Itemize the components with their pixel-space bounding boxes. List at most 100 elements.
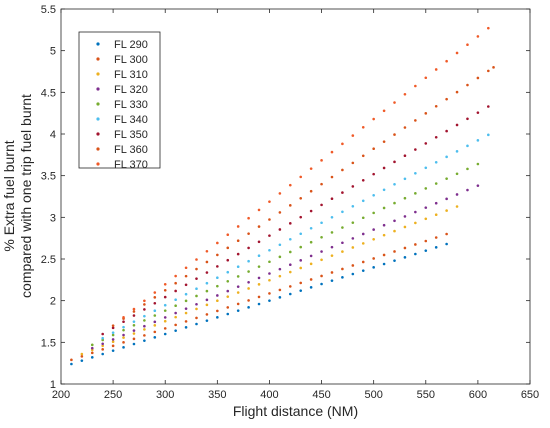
data-point <box>143 303 146 306</box>
y-tick-label: 2 <box>50 296 56 308</box>
data-point <box>257 254 261 258</box>
data-point <box>153 320 157 324</box>
data-point <box>132 323 136 327</box>
data-point <box>184 307 188 310</box>
data-point <box>434 201 438 205</box>
data-point <box>143 299 146 303</box>
data-point <box>320 236 323 239</box>
data-point <box>330 271 334 274</box>
data-point <box>90 356 94 359</box>
data-point <box>153 324 157 327</box>
data-point <box>309 240 313 244</box>
data-point <box>476 139 480 142</box>
data-point <box>257 240 261 244</box>
data-point <box>226 279 230 283</box>
data-point <box>424 249 428 252</box>
data-point <box>487 26 490 30</box>
data-point <box>351 204 355 208</box>
data-point <box>361 199 365 203</box>
data-point <box>361 260 365 264</box>
data-point <box>288 285 292 288</box>
data-point <box>143 339 146 342</box>
data-point <box>288 204 292 207</box>
legend-entry: FL 330 <box>114 99 148 111</box>
data-point <box>195 277 198 280</box>
data-point <box>80 352 84 356</box>
data-point <box>163 303 167 307</box>
data-point <box>424 112 428 115</box>
data-point <box>278 255 282 259</box>
data-point <box>153 314 157 317</box>
data-point <box>153 291 157 294</box>
data-point <box>101 352 104 356</box>
data-point <box>278 243 282 247</box>
data-point <box>393 219 396 223</box>
data-point <box>455 193 459 196</box>
data-point <box>487 105 490 108</box>
data-point <box>299 259 303 262</box>
data-point <box>320 203 323 207</box>
data-point <box>268 272 271 275</box>
legend-box <box>78 31 161 169</box>
data-point <box>372 257 375 260</box>
data-point <box>184 283 188 287</box>
y-tick-label: 1.5 <box>41 337 56 349</box>
data-point <box>382 188 386 192</box>
data-point <box>174 323 177 327</box>
data-point <box>414 172 417 175</box>
data-point <box>163 332 167 336</box>
y-tick-label: 5.5 <box>41 4 56 16</box>
data-point <box>226 306 230 309</box>
data-point <box>309 167 313 170</box>
data-point <box>330 175 334 179</box>
legend-marker <box>96 87 100 91</box>
data-point <box>143 308 146 311</box>
data-point <box>122 341 125 344</box>
data-point <box>163 316 167 319</box>
data-point <box>236 225 240 228</box>
data-point <box>351 134 355 137</box>
data-point <box>320 258 323 262</box>
data-point <box>299 281 303 285</box>
data-point <box>226 270 230 274</box>
data-point <box>351 246 355 249</box>
series-fl-350 <box>101 105 490 336</box>
data-point <box>268 248 271 252</box>
data-point <box>288 222 292 225</box>
plot-frame <box>60 8 531 385</box>
data-point <box>216 309 219 313</box>
data-point <box>247 216 250 220</box>
data-point <box>268 234 271 237</box>
data-point <box>195 267 198 271</box>
data-point <box>424 166 428 170</box>
x-tick-label: 650 <box>521 389 539 401</box>
data-point <box>101 338 104 342</box>
data-point <box>163 295 167 299</box>
data-point <box>393 160 396 164</box>
data-point <box>90 351 94 355</box>
legend-entry: FL 360 <box>114 144 148 156</box>
data-point <box>361 242 365 245</box>
series-fl-330 <box>90 162 480 347</box>
data-point <box>466 117 469 121</box>
data-point <box>487 69 490 73</box>
data-point <box>466 144 469 148</box>
data-point <box>101 336 104 340</box>
data-point <box>195 258 198 261</box>
data-point <box>226 258 230 262</box>
x-tick-label: 550 <box>417 389 435 401</box>
x-tick-label: 300 <box>156 389 174 401</box>
data-point <box>132 307 136 311</box>
data-point <box>330 150 334 154</box>
series-fl-370 <box>122 26 490 319</box>
data-point <box>247 246 250 250</box>
data-point <box>80 359 84 362</box>
data-point <box>320 274 323 278</box>
data-point <box>278 274 282 278</box>
legend-marker <box>96 42 100 46</box>
data-point <box>184 320 188 323</box>
x-tick-label: 250 <box>104 389 122 401</box>
data-point <box>153 301 157 305</box>
data-point <box>492 66 495 69</box>
data-point <box>236 302 240 306</box>
